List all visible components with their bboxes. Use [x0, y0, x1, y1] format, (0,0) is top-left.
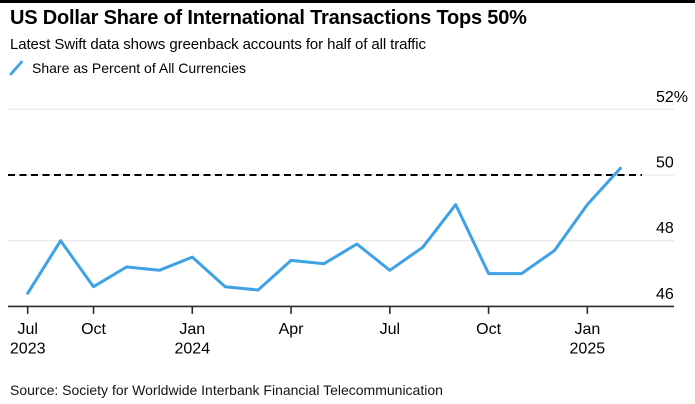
x-tick-label: Apr [279, 321, 305, 338]
source-note: Source: Society for Worldwide Interbank … [10, 382, 443, 398]
x-tick-label: Jan [179, 321, 205, 338]
top-rule [0, 0, 695, 3]
y-tick-label: 50 [656, 155, 674, 172]
y-tick-label: 52% [656, 89, 688, 106]
x-tick-label: Jan [574, 321, 600, 338]
x-tick-year-label: 2025 [570, 341, 606, 358]
legend-label: Share as Percent of All Currencies [32, 60, 246, 76]
x-tick-label: Oct [476, 321, 501, 338]
chart-subtitle: Latest Swift data shows greenback accoun… [10, 36, 426, 53]
x-tick-label: Jul [17, 321, 37, 338]
series-legend-slash-icon [9, 60, 23, 76]
chart-area: 52% 50 48 46 Jul 2023 Oct Jan 2024 Apr Jul Oct Jan 20… [0, 85, 695, 380]
x-tick-label: Jul [380, 321, 400, 338]
series-line [26, 166, 622, 295]
line-chart-svg: 52% 50 48 46 Jul 2023 Oct Jan 2024 Apr Jul Oct Jan 20… [8, 89, 688, 358]
chart-legend: Share as Percent of All Currencies [8, 59, 246, 77]
x-tick-label: Oct [81, 321, 106, 338]
y-tick-label: 46 [656, 286, 674, 303]
page-title: US Dollar Share of International Transac… [10, 7, 527, 29]
y-tick-label: 48 [656, 220, 674, 237]
x-tick-year-label: 2023 [10, 341, 46, 358]
x-tick-year-label: 2024 [175, 341, 211, 358]
